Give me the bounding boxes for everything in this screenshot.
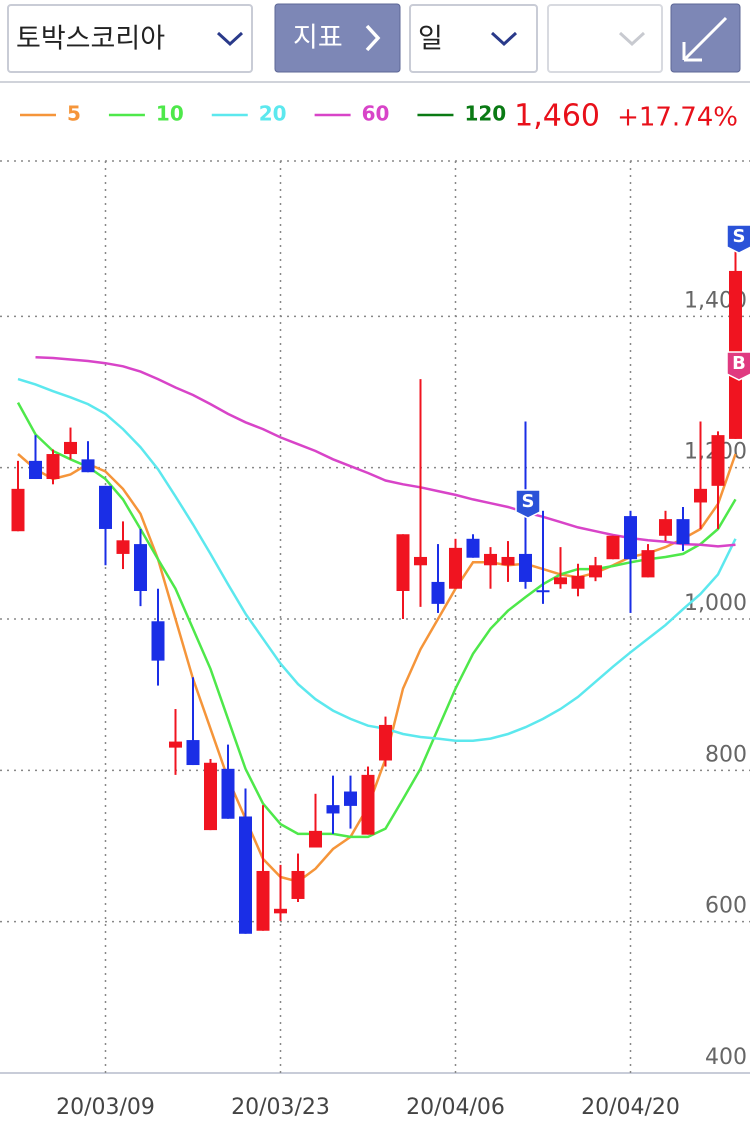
candle-body — [116, 540, 130, 554]
y-tick-label: 600 — [705, 894, 747, 919]
candle-body — [554, 577, 567, 585]
candle-body — [519, 553, 532, 582]
candle-body — [501, 556, 515, 566]
candle-body — [169, 741, 182, 748]
candle-body — [414, 556, 427, 566]
candle-body — [624, 516, 637, 560]
period-label: 일 — [418, 24, 443, 55]
indicator-label: 지표 — [293, 23, 343, 54]
candle-body — [694, 488, 707, 503]
signal-label: S — [522, 491, 535, 512]
candle-body — [309, 830, 322, 848]
candle-body — [676, 519, 690, 545]
candle-body — [134, 544, 147, 592]
signal-badge — [515, 489, 541, 519]
legend-label: 60 — [362, 102, 390, 126]
indicator-button[interactable] — [274, 3, 401, 73]
current-price: 1,460 — [514, 99, 600, 134]
legend-label: 120 — [464, 102, 506, 126]
candle-body — [99, 485, 112, 529]
candle-body — [291, 870, 305, 899]
x-tick-label: 20/03/23 — [231, 1095, 330, 1120]
chart: 4006008001,0001,2001,40020/03/0920/03/23… — [0, 102, 750, 1120]
chevron-down — [216, 31, 244, 47]
candle-body — [204, 762, 217, 831]
y-tick-label: 1,000 — [684, 591, 747, 616]
candle-body — [186, 740, 200, 766]
candle-body — [466, 538, 480, 558]
candle-body — [606, 535, 620, 560]
change-rate: +17.74% — [617, 103, 738, 133]
candle-body — [46, 454, 60, 480]
signal-badge — [726, 351, 750, 381]
legend-label: 20 — [259, 102, 287, 126]
legend-label: 10 — [156, 102, 184, 126]
candle-body — [484, 553, 497, 566]
signal-badge — [726, 224, 750, 254]
candle-body — [589, 565, 602, 578]
stock-name: 토박스코리아 — [16, 24, 165, 55]
candle-body — [239, 816, 252, 934]
candle-body — [571, 575, 585, 589]
candle-body — [641, 550, 655, 578]
candle-body — [536, 590, 550, 593]
candle-body — [256, 870, 270, 931]
candle-body — [11, 488, 25, 532]
stock-select[interactable] — [7, 4, 253, 73]
candle-body — [396, 534, 410, 592]
ma-line — [17, 453, 737, 883]
candle-body — [221, 768, 235, 819]
candle-body — [326, 805, 340, 814]
y-tick-label: 400 — [705, 1045, 747, 1070]
empty-select[interactable] — [547, 4, 663, 73]
ma-line — [16, 401, 737, 839]
arrow-icon — [682, 16, 728, 62]
candle-body — [29, 460, 42, 480]
chevron-down — [490, 31, 518, 47]
period-select[interactable] — [409, 4, 538, 73]
candle-body — [151, 621, 165, 661]
signal-label: B — [732, 353, 746, 374]
signal-label: S — [733, 226, 746, 247]
candle-body — [274, 908, 287, 914]
chevron-down — [618, 31, 646, 47]
candle-body — [344, 791, 357, 806]
candle-body — [379, 724, 392, 761]
ma-line — [17, 377, 737, 743]
x-tick-label: 20/04/20 — [581, 1095, 680, 1120]
y-tick-label: 800 — [705, 742, 747, 767]
candle-body — [431, 581, 445, 604]
candle-body — [449, 547, 462, 589]
candle-body — [81, 459, 95, 473]
x-tick-label: 20/03/09 — [56, 1095, 155, 1120]
candle-body — [361, 774, 375, 835]
candle-body — [64, 441, 77, 455]
candle-body — [711, 435, 725, 486]
candle-body — [659, 519, 672, 536]
x-tick-label: 20/04/06 — [406, 1095, 505, 1120]
chevron-right — [365, 24, 381, 52]
legend-label: 5 — [67, 102, 81, 126]
